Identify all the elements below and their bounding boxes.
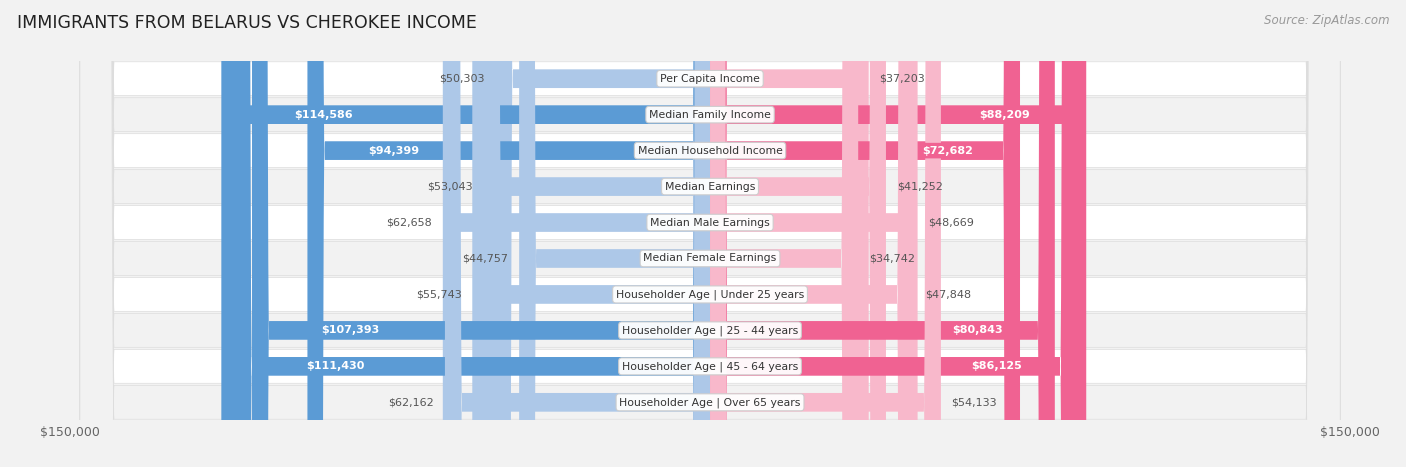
Text: $62,658: $62,658 (387, 218, 432, 227)
FancyBboxPatch shape (80, 0, 1340, 467)
FancyBboxPatch shape (80, 0, 1340, 467)
FancyBboxPatch shape (443, 0, 710, 467)
Text: $37,203: $37,203 (879, 74, 925, 84)
FancyBboxPatch shape (80, 0, 1340, 467)
Text: $50,303: $50,303 (439, 74, 485, 84)
Text: $86,125: $86,125 (972, 361, 1022, 371)
Text: Median Family Income: Median Family Income (650, 110, 770, 120)
Text: $111,430: $111,430 (307, 361, 364, 371)
FancyBboxPatch shape (221, 0, 710, 467)
Text: Median Female Earnings: Median Female Earnings (644, 254, 776, 263)
Text: Source: ZipAtlas.com: Source: ZipAtlas.com (1264, 14, 1389, 27)
Text: $94,399: $94,399 (368, 146, 419, 156)
Text: Householder Age | 45 - 64 years: Householder Age | 45 - 64 years (621, 361, 799, 372)
FancyBboxPatch shape (444, 0, 710, 467)
FancyBboxPatch shape (495, 0, 710, 467)
Text: $114,586: $114,586 (295, 110, 353, 120)
Text: $88,209: $88,209 (979, 110, 1029, 120)
Text: Median Earnings: Median Earnings (665, 182, 755, 191)
FancyBboxPatch shape (710, 0, 858, 467)
FancyBboxPatch shape (80, 0, 1340, 467)
FancyBboxPatch shape (710, 0, 918, 467)
FancyBboxPatch shape (80, 0, 1340, 467)
FancyBboxPatch shape (484, 0, 710, 467)
FancyBboxPatch shape (80, 0, 1340, 467)
FancyBboxPatch shape (710, 0, 1019, 467)
Text: $107,393: $107,393 (321, 325, 380, 335)
FancyBboxPatch shape (710, 0, 869, 467)
Text: Householder Age | Under 25 years: Householder Age | Under 25 years (616, 289, 804, 300)
Text: $62,162: $62,162 (388, 397, 434, 407)
FancyBboxPatch shape (472, 0, 710, 467)
Text: $34,742: $34,742 (869, 254, 915, 263)
FancyBboxPatch shape (80, 0, 1340, 467)
FancyBboxPatch shape (235, 0, 710, 467)
FancyBboxPatch shape (710, 0, 1054, 467)
FancyBboxPatch shape (80, 0, 1340, 467)
Text: IMMIGRANTS FROM BELARUS VS CHEROKEE INCOME: IMMIGRANTS FROM BELARUS VS CHEROKEE INCO… (17, 14, 477, 32)
Text: $44,757: $44,757 (463, 254, 509, 263)
Text: Householder Age | Over 65 years: Householder Age | Over 65 years (619, 397, 801, 408)
Text: Median Male Earnings: Median Male Earnings (650, 218, 770, 227)
FancyBboxPatch shape (710, 0, 1087, 467)
FancyBboxPatch shape (519, 0, 710, 467)
FancyBboxPatch shape (80, 0, 1340, 467)
FancyBboxPatch shape (308, 0, 710, 467)
Text: $41,252: $41,252 (897, 182, 942, 191)
FancyBboxPatch shape (710, 0, 914, 467)
Text: $55,743: $55,743 (416, 290, 461, 299)
FancyBboxPatch shape (710, 0, 1077, 467)
Text: Per Capita Income: Per Capita Income (659, 74, 761, 84)
Text: Median Household Income: Median Household Income (637, 146, 783, 156)
FancyBboxPatch shape (80, 0, 1340, 467)
Text: $48,669: $48,669 (928, 218, 974, 227)
Text: $54,133: $54,133 (952, 397, 997, 407)
FancyBboxPatch shape (710, 0, 941, 467)
Text: $47,848: $47,848 (925, 290, 972, 299)
FancyBboxPatch shape (710, 0, 886, 467)
Text: $72,682: $72,682 (922, 146, 973, 156)
Text: Householder Age | 25 - 44 years: Householder Age | 25 - 44 years (621, 325, 799, 336)
FancyBboxPatch shape (252, 0, 710, 467)
Text: $80,843: $80,843 (952, 325, 1002, 335)
Text: $53,043: $53,043 (427, 182, 474, 191)
